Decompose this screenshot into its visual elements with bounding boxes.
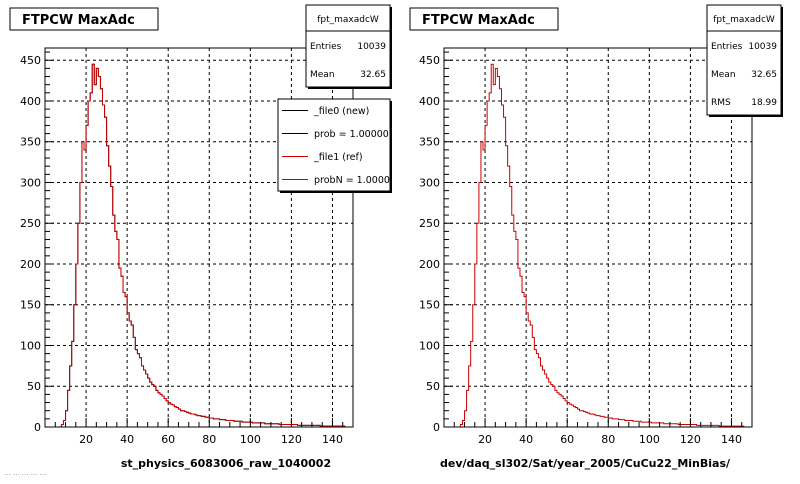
footer-note: ... ... ... ... ...: [4, 469, 46, 477]
legend-entry-label: probN = 1.000000: [314, 175, 402, 186]
y-tick-label: 50: [426, 380, 440, 393]
stats-label-mean: Mean: [711, 70, 736, 80]
x-tick-label: 80: [202, 433, 216, 446]
y-tick-label: 150: [20, 299, 41, 312]
y-tick-label: 200: [419, 258, 440, 271]
chart-title: FTPCW MaxAdc: [422, 13, 535, 28]
stats-value-mean: 32.65: [360, 70, 386, 80]
y-tick-label: 300: [20, 176, 41, 189]
chart-panel-2: 20 40 60 80 100 120 140 0 50 100 150 200 250 300 350 40…: [409, 4, 783, 470]
legend-entry-label: prob = 1.000000: [314, 129, 395, 140]
y-tick-label: 250: [419, 217, 440, 230]
legend-entry-label: _file1 (ref): [313, 152, 363, 163]
x-axis-label: st_physics_6083006_raw_1040002: [121, 457, 331, 470]
title-box: [409, 7, 559, 31]
x-tick-label: 40: [120, 433, 134, 446]
x-tick-label: 140: [322, 433, 343, 446]
title-box: [9, 7, 159, 31]
y-tick-label: 450: [20, 54, 41, 67]
x-axis-label: dev/daq_sl302/Sat/year_2005/CuCu22_MinBi…: [440, 457, 731, 470]
stats-box: fpt_maxadcW Entries 10039 Mean 32.65: [305, 4, 392, 89]
y-tick-label: 200: [20, 258, 41, 271]
stats-value-mean: 32.65: [751, 70, 777, 80]
x-tick-label: 120: [281, 433, 302, 446]
x-tick-label: 40: [519, 433, 533, 446]
grid-lines: [444, 48, 752, 427]
y-tick-label: 450: [419, 54, 440, 67]
x-tick-label: 60: [560, 433, 574, 446]
stats-label-entries: Entries: [310, 42, 342, 52]
stats-box-name: fpt_maxadcW: [317, 15, 379, 25]
x-tick-label: 100: [639, 433, 660, 446]
stats-box-name: fpt_maxadcW: [713, 15, 775, 25]
x-tick-label: 20: [79, 433, 93, 446]
stats-label-mean: Mean: [310, 70, 335, 80]
stats-value-entries: 10039: [357, 42, 386, 52]
y-tick-label: 150: [419, 299, 440, 312]
axis-ticks: 20 40 60 80 100 120 140 0 50 100 150 200 250 300 350 40…: [419, 51, 753, 446]
stats-box-frame: [305, 4, 391, 88]
x-tick-label: 20: [478, 433, 492, 446]
y-tick-label: 350: [419, 136, 440, 149]
y-tick-label: 100: [419, 339, 440, 352]
y-tick-label: 350: [20, 136, 41, 149]
y-tick-label: 0: [433, 421, 440, 434]
y-tick-label: 400: [419, 95, 440, 108]
stats-value-entries: 10039: [748, 42, 777, 52]
chart-panel-1: 20 40 60 80 100 120 140 0 50 100 150 200 250 300 350 40…: [9, 4, 402, 470]
stats-label-entries: Entries: [711, 42, 743, 52]
histogram-series-ref: [444, 63, 752, 428]
x-tick-label: 140: [721, 433, 742, 446]
x-tick-label: 80: [601, 433, 615, 446]
y-tick-label: 0: [34, 421, 41, 434]
legend-entry-label: _file0 (new): [313, 106, 369, 117]
stats-box: fpt_maxadcW Entries 10039 Mean 32.65 RMS 18.99: [706, 4, 783, 117]
y-tick-label: 250: [20, 217, 41, 230]
axis-ticks: 20 40 60 80 100 120 140 0 50 100 150 200 250 300 350 40…: [20, 51, 354, 446]
chart-title: FTPCW MaxAdc: [22, 13, 135, 28]
x-tick-label: 120: [680, 433, 701, 446]
stats-label-rms: RMS: [711, 98, 731, 108]
x-tick-label: 100: [240, 433, 261, 446]
y-tick-label: 50: [27, 380, 41, 393]
y-tick-label: 300: [419, 176, 440, 189]
y-tick-label: 100: [20, 339, 41, 352]
y-tick-label: 400: [20, 95, 41, 108]
legend-box: _file0 (new) prob = 1.000000 _file1 (ref) p…: [277, 98, 402, 193]
stats-value-rms: 18.99: [751, 98, 777, 108]
stats-box-frame: [706, 4, 782, 116]
legend-frame: [277, 98, 391, 192]
plot-frame: [443, 47, 753, 428]
x-tick-label: 60: [161, 433, 175, 446]
